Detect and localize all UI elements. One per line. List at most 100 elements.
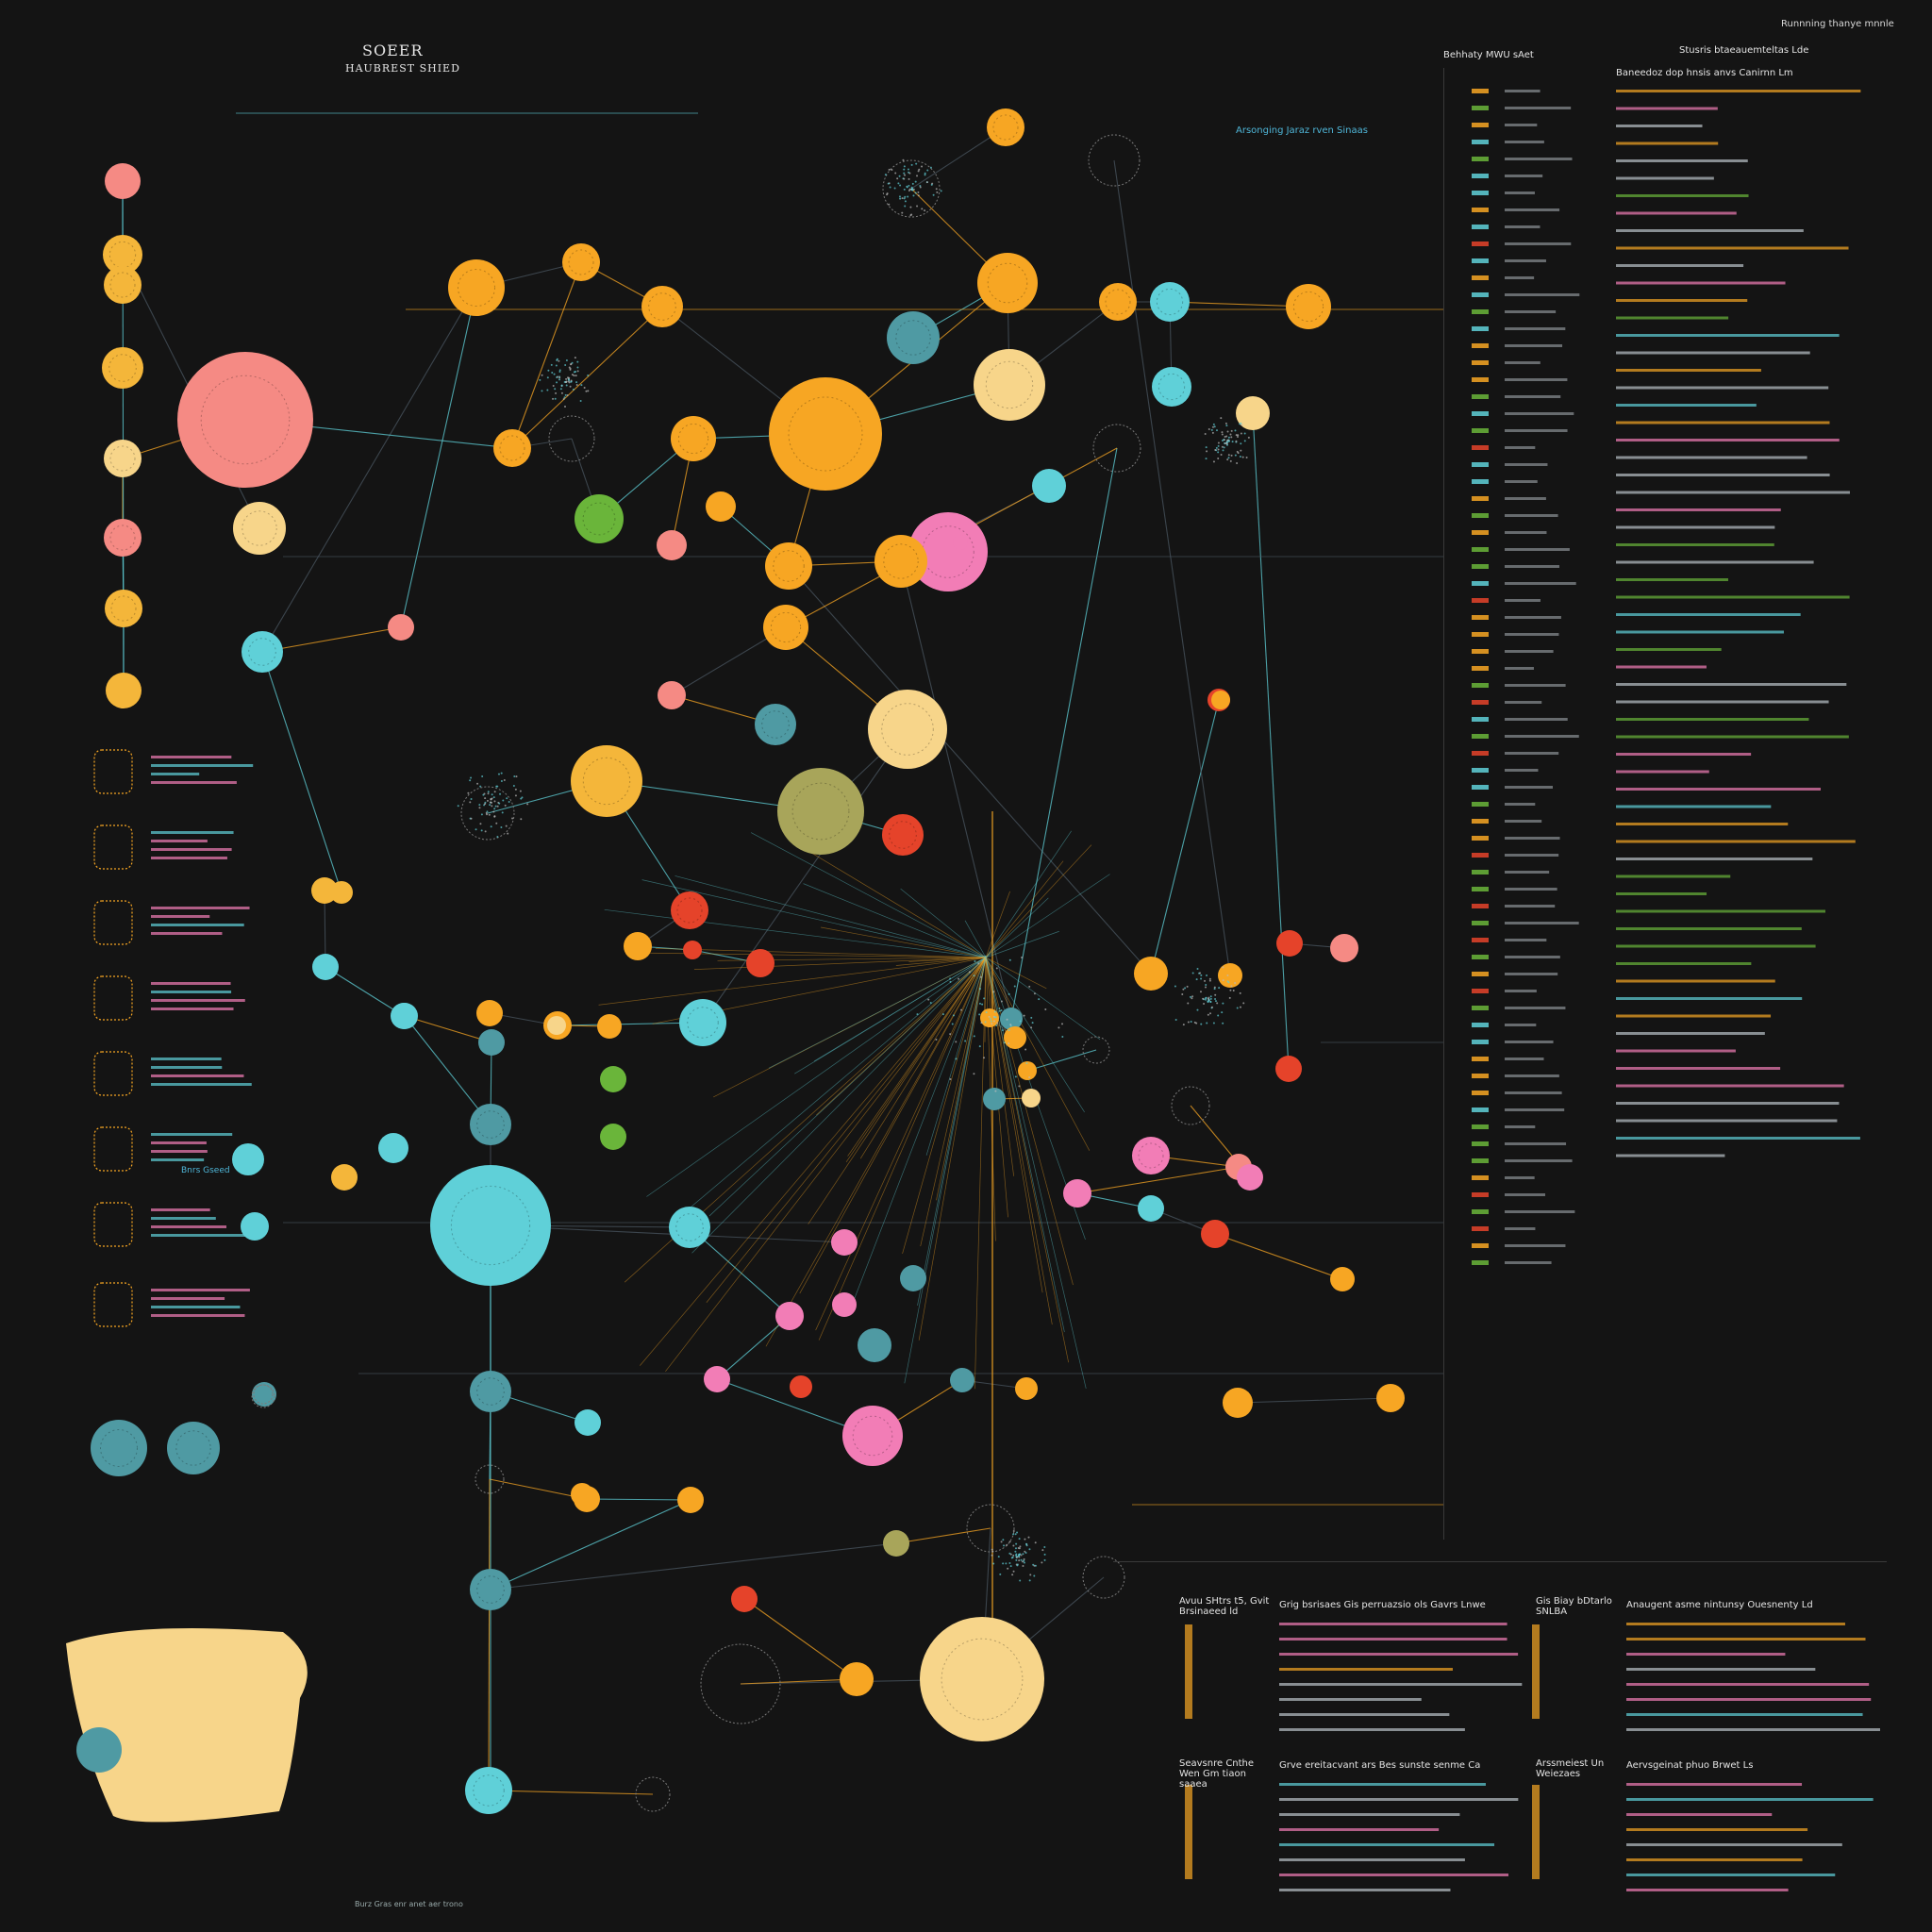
- legend-bar: [151, 1208, 210, 1211]
- fan-line: [641, 879, 987, 958]
- edge-line: [404, 1015, 492, 1043]
- text-placeholder-bar: [1616, 386, 1829, 390]
- fan-line: [918, 957, 987, 1341]
- node-circle: [858, 1328, 891, 1362]
- fan-line: [925, 957, 987, 1156]
- cluster-dot: [925, 181, 928, 184]
- swatch: [1472, 1091, 1489, 1095]
- cluster-dot: [908, 188, 911, 191]
- node-circle: [1018, 1061, 1037, 1080]
- cluster-dot: [1206, 974, 1208, 977]
- text-placeholder-bar: [1616, 1137, 1860, 1140]
- cluster-dot: [978, 1002, 981, 1005]
- cluster-dot: [1008, 992, 1010, 995]
- node-circle: [102, 347, 143, 389]
- cluster-dot: [555, 364, 558, 367]
- panel-text-bar: [1626, 1623, 1845, 1625]
- cluster-dot: [917, 194, 920, 197]
- node-inner-ring: [476, 1575, 505, 1604]
- swatch: [1472, 140, 1489, 144]
- node-inner-ring: [687, 1007, 719, 1039]
- fan-line: [690, 957, 987, 1208]
- panel-text-bar: [1626, 1683, 1870, 1686]
- pictogram-block: [93, 1051, 133, 1096]
- legend-bar: [151, 1083, 252, 1086]
- fan-line: [813, 957, 987, 1062]
- cluster-dot: [1205, 458, 1208, 460]
- pictogram-block: [93, 900, 133, 945]
- fan-line: [985, 844, 1092, 958]
- node-inner-ring: [242, 510, 277, 546]
- text-placeholder-bar: [1616, 753, 1752, 756]
- cluster-dot: [929, 166, 932, 169]
- cluster-dot: [1028, 1076, 1031, 1079]
- node-circle: [1004, 1026, 1026, 1049]
- cluster-dot: [1210, 1006, 1213, 1008]
- legend-bar: [151, 907, 250, 909]
- swatch: [1472, 1226, 1489, 1231]
- cluster-dot: [508, 801, 510, 804]
- cluster-dot: [1196, 1008, 1199, 1011]
- cluster-dot: [1012, 1533, 1015, 1536]
- cluster-dot: [1226, 439, 1229, 441]
- swatch: [1472, 649, 1489, 654]
- cluster-dot: [490, 825, 492, 828]
- text-placeholder-bar: [1505, 701, 1542, 704]
- fan-line: [706, 957, 987, 1303]
- cluster-dot: [908, 172, 911, 175]
- node-circle: [1223, 1388, 1253, 1418]
- text-placeholder-bar: [1616, 491, 1850, 494]
- cluster-dot: [1214, 1000, 1217, 1003]
- cluster-dot: [1189, 995, 1191, 998]
- cluster-dot: [500, 825, 503, 828]
- cluster-dot: [1025, 1062, 1028, 1065]
- node-circle: [575, 494, 624, 543]
- cluster-dot: [941, 1013, 944, 1016]
- cluster-dot: [539, 378, 541, 381]
- cluster-dot: [565, 380, 568, 383]
- text-placeholder-bar: [1616, 648, 1722, 651]
- cluster-dot: [888, 168, 891, 171]
- cluster-dot: [995, 1024, 998, 1027]
- fan-line: [691, 957, 987, 1254]
- fan-line: [985, 957, 1065, 1333]
- swatch: [1472, 1158, 1489, 1163]
- cluster-dot: [1000, 1009, 1003, 1012]
- edge-line: [1252, 412, 1290, 1070]
- cluster-dot: [903, 197, 906, 200]
- cluster-dot: [1228, 440, 1231, 442]
- cluster-dot: [553, 373, 556, 375]
- cluster-dot: [1241, 424, 1243, 426]
- cluster-dot: [1221, 445, 1224, 448]
- node-circle: [882, 814, 924, 856]
- cluster-dot: [914, 192, 917, 194]
- text-placeholder-bar: [1505, 650, 1554, 653]
- cluster-dot: [968, 971, 971, 974]
- text-placeholder-bar: [1616, 107, 1718, 110]
- swatch: [1472, 1108, 1489, 1112]
- swatch: [1472, 581, 1489, 586]
- node-inner-ring: [100, 1429, 138, 1467]
- cluster-dot: [1240, 442, 1242, 445]
- node-inner-ring: [175, 1430, 211, 1466]
- text-placeholder-bar: [1616, 439, 1840, 441]
- cluster-dot: [1020, 1558, 1023, 1561]
- node-circle: [777, 768, 864, 855]
- cluster-dot: [1010, 1557, 1013, 1559]
- cluster-dot: [1018, 1085, 1021, 1088]
- bottom-panel-d-title: Arssmeiest Un Weiezaes: [1536, 1758, 1605, 1779]
- panel-text-bar: [1279, 1683, 1523, 1686]
- node-inner-ring: [895, 320, 931, 356]
- swatch: [1472, 394, 1489, 399]
- text-placeholder-bar: [1505, 633, 1559, 636]
- text-placeholder-bar: [1505, 192, 1535, 194]
- node-circle: [167, 1422, 220, 1474]
- note-card: [66, 1628, 308, 1823]
- cluster-dot: [487, 791, 490, 793]
- text-placeholder-bar: [1505, 310, 1557, 313]
- swatch: [1472, 462, 1489, 467]
- text-placeholder-bar: [1616, 229, 1804, 232]
- cluster-dot: [926, 169, 929, 172]
- node-inner-ring: [761, 710, 790, 739]
- cluster-dot: [504, 804, 507, 807]
